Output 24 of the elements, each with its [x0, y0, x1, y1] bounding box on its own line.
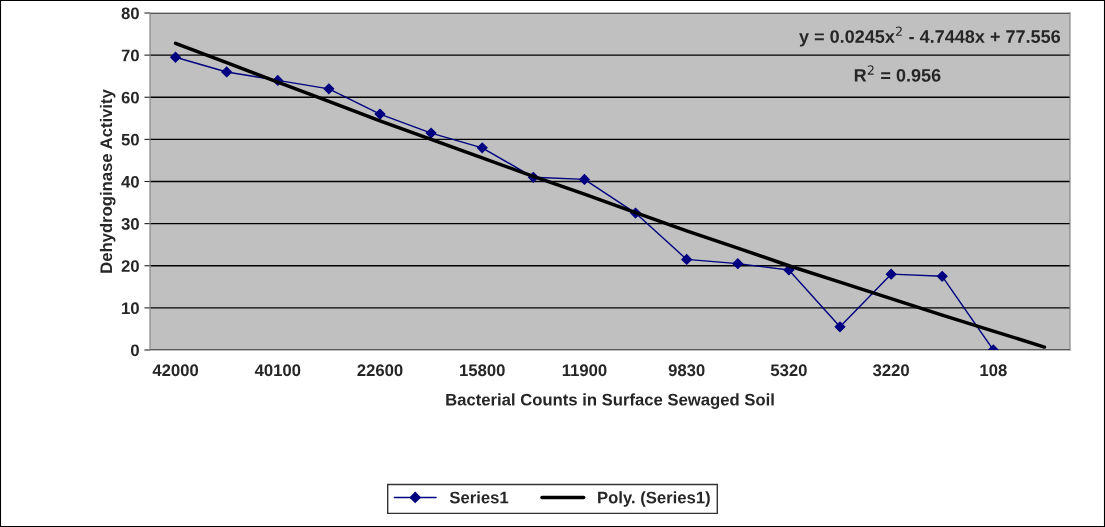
annotation: y = 0.0245x$^{2}$ - 4.7448x + 77.556 — [799, 26, 1061, 47]
x-tick-label: 42000 — [152, 364, 199, 377]
x-tick-label: 11900 — [562, 364, 607, 377]
x-tick-label: 15800 — [460, 364, 505, 377]
y-tick-label: 20 — [121, 260, 139, 272]
x-tick-label: 40100 — [254, 364, 301, 377]
y-tick-label: 10 — [122, 302, 139, 315]
y-axis-title: Dehydroginase Activity — [99, 89, 116, 273]
y-tick-label: 80 — [121, 7, 139, 20]
y-tick-label: 30 — [121, 218, 139, 230]
legend-label: Poly. (Series1) — [598, 491, 710, 507]
y-tick-label: 0 — [130, 344, 139, 357]
annotation: R$^{2}$ = 0.956 — [854, 65, 941, 82]
x-tick-label: 3220 — [872, 364, 909, 377]
x-tick-label: 9830 — [668, 364, 705, 377]
x-tick-label: 108 — [980, 364, 1007, 377]
y-tick-label: 70 — [121, 49, 139, 62]
y-tick-label: 60 — [121, 91, 139, 104]
legend-label: Series1 — [449, 491, 509, 504]
y-tick-label: 40 — [121, 175, 139, 188]
x-axis-title: Bacterial Counts in Surface Sewaged Soil — [446, 393, 774, 409]
y-tick-label: 50 — [121, 133, 139, 146]
x-tick-label: 5320 — [770, 364, 807, 377]
x-tick-label: 22600 — [357, 364, 403, 377]
